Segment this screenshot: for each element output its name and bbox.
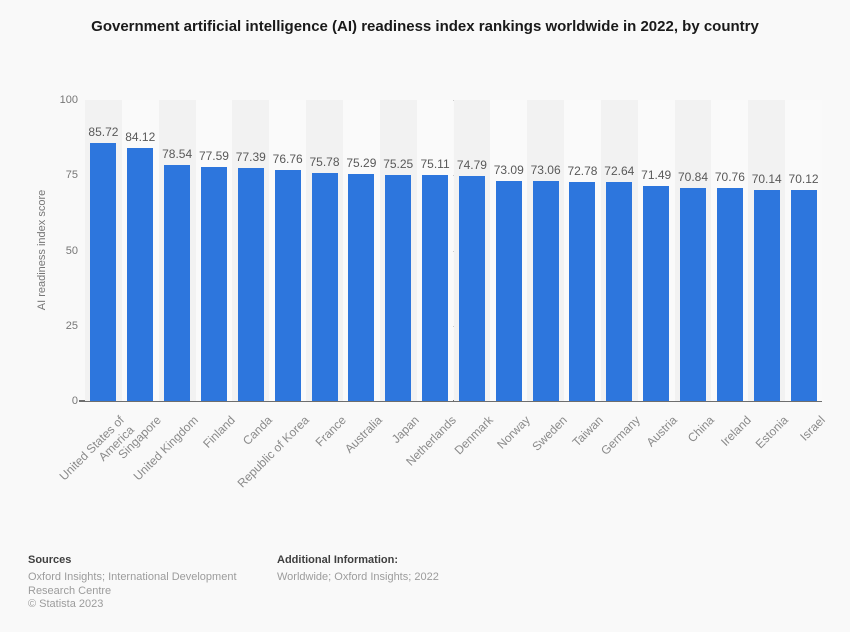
bar[interactable] xyxy=(90,142,117,401)
bar-value-label: 70.12 xyxy=(788,171,819,186)
bar[interactable] xyxy=(532,181,559,401)
copyright-text: © Statista 2023 xyxy=(28,598,104,610)
bar[interactable] xyxy=(458,175,485,401)
bar[interactable] xyxy=(422,174,449,401)
y-tick-label: 0 xyxy=(71,395,78,407)
bar[interactable] xyxy=(495,181,522,401)
bar-value-label: 71.49 xyxy=(641,167,672,182)
bar-value-label: 75.11 xyxy=(420,156,450,171)
bar-value-label: 73.09 xyxy=(493,163,524,177)
x-axis-labels: United States of America Singapore United … xyxy=(57,407,827,502)
bar[interactable] xyxy=(164,164,191,401)
bar[interactable] xyxy=(385,174,412,401)
bar-value-label: 75.78 xyxy=(309,154,340,169)
bar-value-label: 72.64 xyxy=(604,164,635,179)
plot-area: 85.72 84.12 78.54 77.59 77.39 76.76 75.78 75.29… xyxy=(79,100,822,402)
bar-value-label: 74.79 xyxy=(456,157,487,172)
bar-column: 72.78 xyxy=(564,100,601,401)
bar-value-label: 70.84 xyxy=(678,169,709,184)
bar-column: 84.12 xyxy=(121,100,159,401)
sources-heading: Sources xyxy=(28,554,72,566)
bar-column: 74.79 xyxy=(453,100,491,401)
bar[interactable] xyxy=(790,189,817,401)
sources-block: Sources Oxford Insights; International D… xyxy=(28,553,268,612)
additional-info-text: Worldwide; Oxford Insights; 2022 xyxy=(277,571,439,583)
y-axis-ticks: 0 25 50 75 100 xyxy=(30,94,78,407)
bar-column: 70.76 xyxy=(711,100,749,401)
additional-info-block: Additional Information: Worldwide; Oxfor… xyxy=(277,553,577,585)
bar-value-label: 75.25 xyxy=(383,156,414,171)
bar-column: 77.59 xyxy=(195,100,233,401)
bar[interactable] xyxy=(348,174,375,401)
bar-column: 73.06 xyxy=(527,100,565,401)
bar-column: 77.39 xyxy=(232,100,270,401)
x-axis-line xyxy=(79,400,822,402)
bar-column: 75.25 xyxy=(379,100,417,401)
bar-value-label: 70.14 xyxy=(751,171,782,186)
y-tick-label: 25 xyxy=(65,319,78,332)
bar-column: 75.11 xyxy=(416,100,454,401)
bar[interactable] xyxy=(569,181,596,401)
bar-column: 76.76 xyxy=(269,100,307,401)
y-tick-label: 75 xyxy=(65,169,78,182)
bar-column: 70.84 xyxy=(674,100,712,401)
bar-value-label: 84.12 xyxy=(125,129,156,144)
bar-column: 85.72 xyxy=(85,100,122,401)
additional-info-heading: Additional Information: xyxy=(277,554,398,566)
bar[interactable] xyxy=(237,168,264,401)
bar-value-label: 77.39 xyxy=(235,150,266,165)
bar[interactable] xyxy=(200,167,227,401)
bar-column: 78.54 xyxy=(158,100,196,401)
bar-column: 73.09 xyxy=(490,100,528,401)
bar[interactable] xyxy=(643,185,670,401)
bar-value-label: 85.72 xyxy=(88,124,119,139)
bar-value-label: 78.54 xyxy=(162,146,193,161)
bar-column: 70.12 xyxy=(785,100,822,401)
bar-value-label: 72.78 xyxy=(567,163,598,178)
bar-column: 72.64 xyxy=(600,100,638,401)
bar-value-label: 75.29 xyxy=(346,156,377,171)
bar-column: 75.78 xyxy=(306,100,343,401)
bar-value-label: 70.76 xyxy=(714,170,745,185)
bar[interactable] xyxy=(753,189,780,401)
bar-column: 75.29 xyxy=(342,100,380,401)
bar[interactable] xyxy=(606,182,633,401)
bar[interactable] xyxy=(716,188,743,401)
bar[interactable] xyxy=(274,169,301,401)
chart-title: Government artificial intelligence (AI) … xyxy=(91,18,759,35)
bar-value-label: 76.76 xyxy=(272,151,303,166)
bar[interactable] xyxy=(680,187,707,401)
y-tick-label: 100 xyxy=(59,94,78,106)
bar-column: 71.49 xyxy=(637,100,675,401)
bar-value-label: 73.06 xyxy=(530,163,561,178)
bar-value-label: 77.59 xyxy=(198,149,229,164)
y-tick-label: 50 xyxy=(65,244,78,257)
bar-column: 70.14 xyxy=(748,100,786,401)
sources-text: Oxford Insights; International Developme… xyxy=(28,571,237,597)
bar[interactable] xyxy=(311,172,338,401)
bar[interactable] xyxy=(127,147,154,401)
